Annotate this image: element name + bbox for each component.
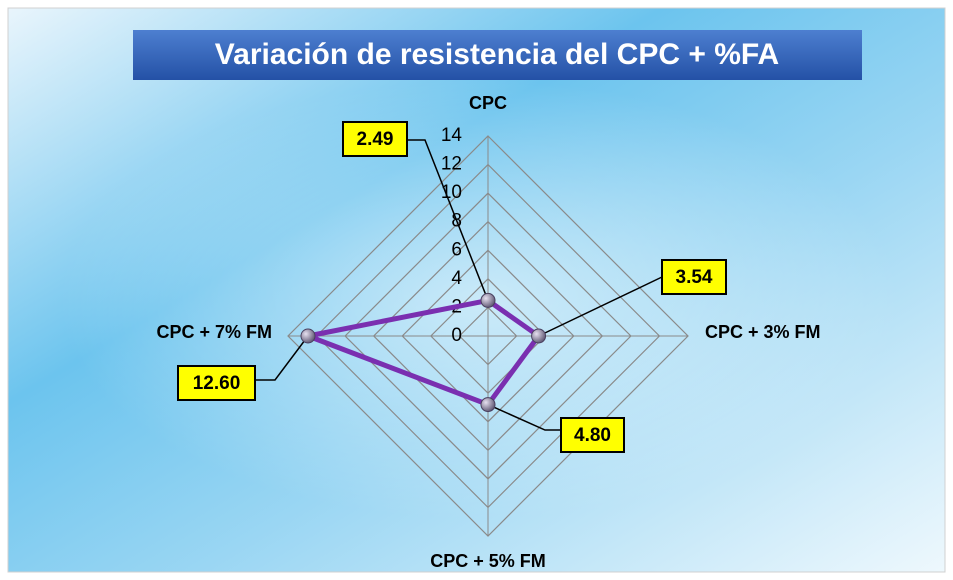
value-label-box — [342, 121, 408, 157]
r-tick-label: 6 — [451, 239, 462, 260]
chart-title: Variación de resistencia del CPC + %FA — [215, 38, 779, 71]
value-label-box — [560, 417, 625, 453]
value-label: 12.60 — [193, 373, 241, 394]
r-tick-label: 12 — [441, 154, 462, 175]
value-label: 3.54 — [676, 267, 713, 288]
r-tick-label: 14 — [441, 125, 463, 146]
leader-line — [407, 139, 489, 301]
point — [531, 328, 547, 344]
title-box — [133, 30, 862, 80]
category-label: CPC + 7% FM — [156, 322, 272, 342]
point — [480, 292, 496, 308]
category-label: CPC + 3% FM — [705, 322, 821, 342]
r-tick-label: 10 — [441, 182, 462, 203]
category-label: CPC — [469, 93, 507, 113]
point — [480, 397, 496, 413]
category-label: CPC + 5% FM — [430, 551, 546, 571]
value-label: 4.80 — [574, 425, 611, 446]
value-label: 2.49 — [357, 129, 394, 150]
value-label-box — [661, 259, 727, 295]
leader-line — [255, 335, 309, 381]
r-tick-label: 4 — [451, 268, 462, 289]
point — [300, 328, 316, 344]
r-tick-label: 0 — [451, 325, 462, 346]
value-label-box — [177, 365, 256, 401]
leader-line — [487, 403, 561, 431]
leader-line — [538, 276, 663, 337]
